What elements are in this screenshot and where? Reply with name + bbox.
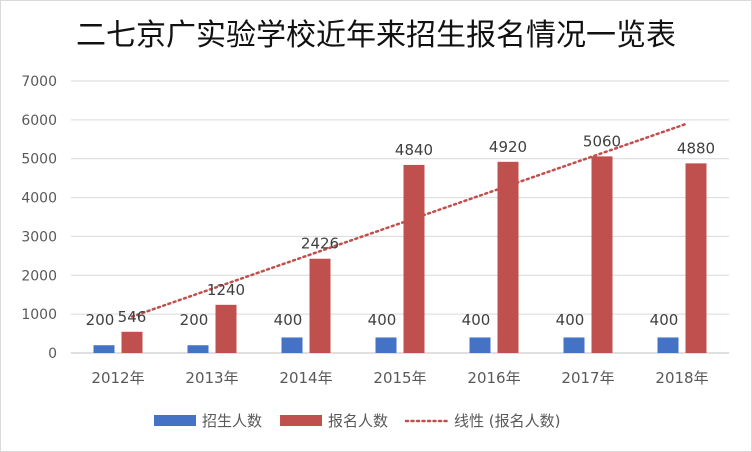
data-label: 5060 — [583, 132, 621, 150]
y-tick-label: 2000 — [21, 268, 57, 284]
data-label: 400 — [462, 311, 491, 329]
data-label: 4920 — [489, 138, 527, 156]
x-tick-label: 2013年 — [185, 369, 238, 387]
bar-enrollment — [187, 345, 209, 353]
bar-applicants — [685, 163, 707, 353]
y-tick-label: 1000 — [21, 307, 57, 323]
bar-enrollment — [93, 345, 115, 353]
y-tick-label: 5000 — [21, 152, 57, 168]
data-label: 200 — [86, 311, 115, 329]
trendline-path — [130, 122, 688, 318]
x-tick-label: 2016年 — [467, 369, 520, 387]
data-label: 400 — [556, 311, 585, 329]
data-label: 1240 — [207, 281, 245, 299]
y-tick-label: 4000 — [21, 191, 57, 207]
data-label: 400 — [650, 311, 679, 329]
bar-applicants — [497, 161, 519, 353]
legend-label: 招生人数 — [202, 412, 262, 430]
legend-label: 报名人数 — [328, 412, 388, 430]
chart-title: 二七京广实验学校近年来招生报名情况一览表 — [76, 18, 676, 53]
x-axis-ticks: 2012年 2013年 2014年 2015年 2016年 2017年 2018年 — [91, 369, 708, 387]
bar-enrollment — [657, 337, 679, 353]
legend-swatch — [154, 415, 196, 426]
trendline — [130, 122, 688, 318]
bar-applicants — [215, 304, 237, 353]
data-label: 4880 — [677, 139, 715, 157]
bar-applicants — [121, 331, 143, 353]
data-label: 200 — [180, 311, 209, 329]
y-tick-label: 3000 — [21, 229, 57, 245]
x-tick-label: 2012年 — [91, 369, 144, 387]
bar-enrollment — [281, 337, 303, 353]
bar-enrollment — [563, 337, 585, 353]
legend-label: 线性 (报名人数) — [454, 412, 560, 430]
x-tick-label: 2015年 — [373, 369, 426, 387]
x-tick-label: 2014年 — [279, 369, 332, 387]
bar-applicants — [309, 258, 331, 353]
y-tick-label: 7000 — [21, 74, 57, 90]
legend-swatch — [280, 415, 323, 426]
legend: 招生人数 报名人数 线性 (报名人数) — [154, 412, 561, 430]
bar-applicants — [403, 164, 425, 353]
bar-applicants — [591, 156, 613, 353]
bars — [93, 156, 707, 353]
data-label: 2426 — [301, 235, 339, 253]
data-labels: 200 546 2001240400242640048404004920400506… — [86, 132, 715, 329]
data-label: 4840 — [395, 141, 433, 159]
y-axis-ticks: 0 1000 2000 3000 4000 5000 6000 7000 — [21, 74, 57, 362]
bar-enrollment — [375, 337, 397, 353]
gridlines — [71, 80, 729, 354]
data-label: 546 — [118, 308, 147, 326]
data-label: 400 — [274, 311, 303, 329]
data-label: 400 — [368, 311, 397, 329]
y-tick-label: 6000 — [21, 113, 57, 129]
y-tick-label: 0 — [48, 346, 57, 362]
bar-enrollment — [469, 337, 491, 353]
x-tick-label: 2018年 — [655, 369, 708, 387]
x-tick-label: 2017年 — [561, 369, 614, 387]
